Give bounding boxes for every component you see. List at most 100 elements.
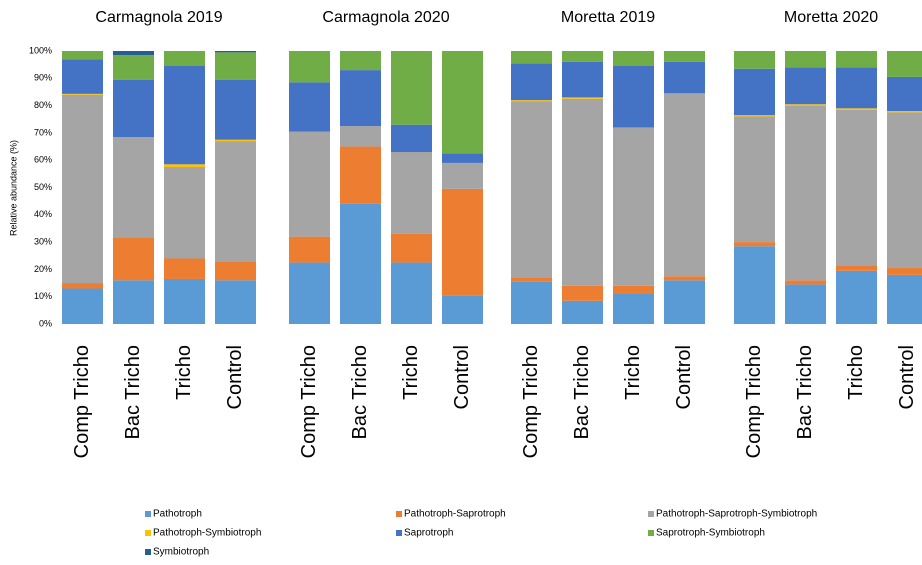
bar-segment [215,261,256,281]
x-tick-label: Control [673,345,695,409]
y-tick-label: 80% [34,100,52,110]
bar-segment [391,51,432,125]
bar-segment [164,66,205,165]
bar-segment [664,61,705,94]
bar-segment [511,101,552,278]
bar-segment [613,293,654,324]
bar-segment [340,70,381,127]
x-tick-label: Comp Tricho [743,345,765,458]
bar-segment [289,82,330,132]
bar-segment [836,108,877,110]
bar-segment [164,164,205,168]
bar-segment [442,51,483,154]
bar-segment [664,276,705,281]
x-tick-label: Control [451,345,473,409]
bar-segment [215,139,256,142]
bar-segment [887,51,922,77]
x-tick-label: Bac Tricho [571,345,593,439]
panel-title: Moretta 2019 [561,9,655,26]
bar-segment [511,277,552,282]
legend-swatch [648,511,654,517]
bar-segment [562,98,603,286]
bar-segment [511,100,552,102]
x-tick-label: Tricho [400,345,422,400]
bar-segment [113,238,154,281]
bar-segment [215,52,256,80]
bar-segment [785,280,826,285]
bar-segment [164,51,205,67]
bar-segment [562,61,603,98]
bar-segment [785,67,826,105]
bar-segment [442,162,483,189]
panel-title: Carmagnola 2020 [322,9,449,26]
bar-segment [836,51,877,68]
bar-segment [391,262,432,324]
bar-segment [734,246,775,324]
legend-swatch [396,530,402,536]
bar-segment [62,94,103,284]
bar-segment [215,79,256,140]
bar-segment [785,105,826,281]
bar-segment [215,51,256,53]
bar-segment [734,242,775,247]
bar-segment [664,51,705,62]
bar-segment [340,146,381,204]
bar-segment [613,51,654,67]
bar-segment [836,270,877,324]
bar-segment [113,280,154,324]
bar-segment [113,55,154,80]
y-tick-label: 30% [34,236,52,246]
bar-segment [289,236,330,263]
x-tick-label: Control [224,345,246,409]
bar-segment [613,66,654,128]
x-tick-label: Bac Tricho [349,345,371,439]
y-tick-label: 40% [34,209,52,219]
bar-segment [442,188,483,296]
y-tick-label: 10% [34,291,52,301]
bar-segment [887,274,922,324]
bar-segment [562,51,603,62]
bar-segment [836,109,877,266]
legend-swatch [396,511,402,517]
bar-segment [442,153,483,163]
bar-segment [62,59,103,94]
panel-title: Moretta 2020 [784,9,878,26]
bar-segment [391,124,432,153]
bar-segment [511,63,552,101]
x-tick-label: Comp Tricho [520,345,542,458]
bar-segment [289,262,330,324]
bar-segment [785,104,826,106]
bar-segment [164,167,205,259]
x-tick-label: Tricho [173,345,195,400]
bar-segment [340,126,381,147]
bar-segment [62,288,103,324]
y-tick-label: 0% [39,318,52,328]
legend-label: Pathotroph-Saprotroph [404,509,506,520]
x-tick-label: Bac Tricho [122,345,144,439]
y-tick-label: 70% [34,127,52,137]
panel-title: Carmagnola 2019 [95,9,222,26]
bar-segment [113,79,154,137]
bar-segment [113,51,154,56]
bar-segment [664,280,705,324]
x-tick-label: Tricho [845,345,867,400]
bar-segment [442,295,483,324]
bar-segment [391,233,432,263]
legend-label: Pathotroph [153,509,202,520]
bar-segment [562,300,603,324]
bar-segment [734,115,775,117]
x-tick-label: Control [896,345,918,409]
bar-segment [511,281,552,324]
y-tick-label: 50% [34,182,52,192]
bar-segment [562,285,603,301]
legend-swatch [145,549,151,555]
bar-segment [887,112,922,269]
bar-segment [562,97,603,99]
bar-segment [215,141,256,262]
x-tick-label: Tricho [622,345,644,400]
bar-segment [340,203,381,324]
bar-segment [734,116,775,243]
bar-segment [62,51,103,60]
bar-segment [62,93,103,95]
